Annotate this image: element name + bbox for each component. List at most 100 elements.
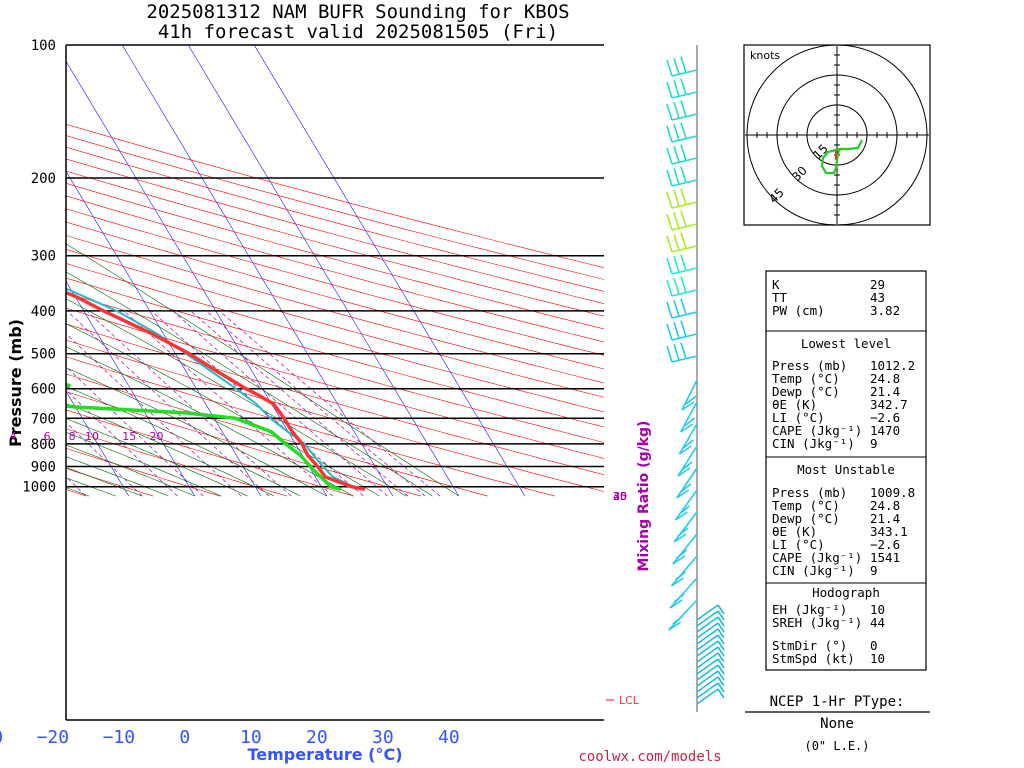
index-label: LI (°C): [772, 537, 825, 552]
index-label: PW (cm): [772, 303, 825, 318]
index-label: SREH (Jkg⁻¹): [772, 615, 862, 630]
index-value: 9: [870, 436, 878, 451]
wind-barb: [696, 634, 725, 651]
index-value: 44: [870, 615, 885, 630]
temperature-tick-label: −30: [0, 727, 3, 748]
mixing-ratio-line: [151, 310, 364, 497]
wind-barb: [666, 144, 698, 165]
index-value: 342.7: [870, 397, 908, 412]
moist-adiabat-line: [66, 298, 407, 497]
mixing-ratio-top-labels: 123468101520: [10, 430, 164, 443]
temperature-tick-label: 20: [306, 727, 328, 748]
index-value: 24.8: [870, 498, 900, 513]
ptype-value: None: [820, 716, 854, 732]
site-credit: coolwx.com/models: [578, 749, 721, 765]
moist-adiabat-line: [66, 467, 143, 497]
wind-barb: [696, 622, 725, 639]
index-label: Temp (°C): [772, 498, 840, 513]
lcl-label: LCL: [619, 694, 640, 707]
pressure-tick-label: 400: [31, 304, 56, 320]
index-label: TT: [772, 290, 788, 305]
index-value: 10: [870, 651, 885, 666]
index-label: Dewp (°C): [772, 511, 840, 526]
isotherm-line: [253, 45, 526, 497]
dry-adiabat-line: [66, 170, 604, 317]
moist-adiabat-line: [66, 418, 248, 497]
wind-barb: [669, 577, 698, 609]
chart-title: 2025081312 NAM BUFR Sounding for KBOS: [146, 1, 569, 23]
temperature-tick-label: 30: [372, 727, 394, 748]
mixing-ratio-line: [66, 389, 178, 497]
dry-adiabat-line: [66, 409, 355, 497]
wind-barb: [679, 401, 698, 433]
index-label: θE (K): [772, 524, 817, 539]
mixing-ratio-label: 25: [613, 490, 627, 503]
mixing-ratio-label: 40: [613, 490, 627, 503]
mixing-ratio-line: [219, 310, 441, 497]
dry-adiabat-line: [66, 292, 604, 443]
wind-barb: [696, 646, 725, 663]
dry-adiabat-line: [66, 221, 604, 370]
wind-barb: [666, 276, 698, 297]
isotherm-line: [66, 60, 328, 497]
isotherm-line: [121, 45, 394, 497]
index-value: 1470: [870, 423, 900, 438]
dry-adiabat-line: [66, 428, 288, 497]
wind-barb: [696, 652, 725, 669]
dry-adiabat-line: [66, 208, 604, 356]
index-label: θE (K): [772, 397, 817, 412]
index-label: Temp (°C): [772, 371, 840, 386]
pressure-tick-label: 200: [31, 171, 56, 187]
ptype-note: (0" L.E.): [804, 739, 869, 753]
index-value: 29: [870, 277, 885, 292]
hodograph-trace: [820, 139, 863, 175]
temperature-tick-labels: −30 −20 −10 0 10 20 30 40: [0, 727, 460, 748]
wind-barb: [666, 78, 698, 99]
wind-barb: [677, 445, 698, 477]
dry-adiabat-line: [66, 183, 604, 330]
index-label: Press (mb): [772, 485, 847, 500]
pressure-tick-label: 900: [31, 459, 56, 475]
moist-adiabat-line: [66, 346, 354, 497]
hodograph-units: knots: [750, 49, 780, 62]
pressure-tick-label: 100: [31, 38, 56, 54]
chart-subtitle: 41h forecast valid 2025081505 (Fri): [158, 21, 558, 43]
dry-adiabat-line: [66, 158, 604, 304]
indices-frame: [765, 270, 927, 671]
x-axis-title: Temperature (°C): [247, 745, 402, 764]
index-value: 21.4: [870, 511, 900, 526]
wind-barb: [666, 298, 698, 319]
index-section-title: Hodograph: [812, 585, 880, 600]
temperature-tick-label: 0: [179, 727, 190, 748]
temperature-tick-label: −20: [37, 727, 70, 748]
dry-adiabat-line: [66, 235, 604, 384]
mixing-ratio-axis-title: Mixing Ratio (g/kg): [636, 421, 652, 572]
background-lines: [66, 45, 604, 497]
wind-barb: [676, 467, 698, 499]
mixing-ratio-label: 8: [69, 430, 76, 443]
wind-barb: [696, 676, 725, 693]
mixing-ratio-label: 15: [122, 430, 136, 443]
mixing-ratio-line: [190, 310, 409, 497]
dry-adiabat-line: [66, 307, 604, 459]
wind-barb: [666, 122, 698, 143]
mixing-ratio-label: 6: [44, 430, 51, 443]
dry-adiabat-line: [66, 248, 604, 398]
index-value: 43: [870, 290, 885, 305]
index-value: 1541: [870, 550, 900, 565]
wind-barb: [696, 670, 725, 687]
y-axis-title: Pressure (mb): [6, 319, 25, 447]
index-value: 21.4: [870, 384, 900, 399]
pressure-tick-label: 300: [31, 249, 56, 265]
temperature-trace: [66, 290, 366, 491]
index-value: 1012.2: [870, 358, 915, 373]
moist-adiabat-line: [66, 444, 195, 497]
dry-adiabat-line: [66, 195, 604, 343]
index-label: LI (°C): [772, 410, 825, 425]
sounding-traces: [66, 287, 366, 491]
wind-barb: [668, 599, 698, 631]
moist-adiabat-line: [66, 243, 459, 497]
dry-adiabat-line: [66, 146, 604, 292]
mixing-ratio-label: 4: [10, 430, 17, 443]
